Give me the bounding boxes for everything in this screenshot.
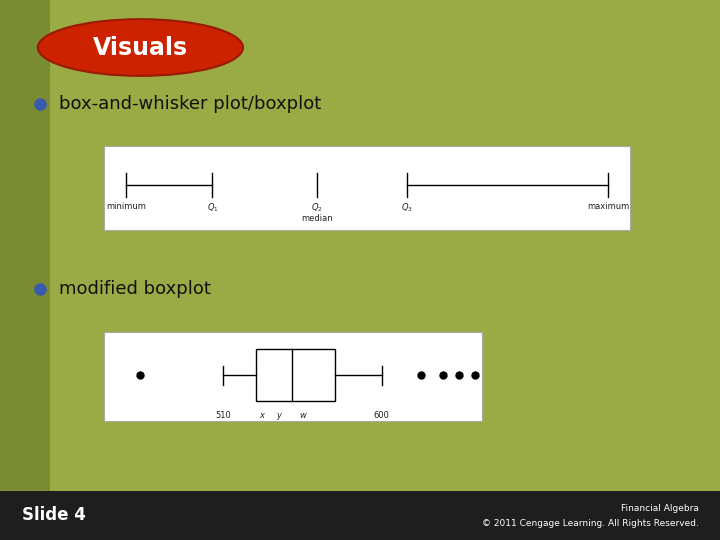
Text: $y$: $y$ bbox=[276, 411, 283, 422]
Text: $w$: $w$ bbox=[299, 411, 307, 420]
Text: Visuals: Visuals bbox=[93, 36, 188, 59]
Text: median: median bbox=[301, 214, 333, 223]
Bar bbox=[256, 349, 335, 401]
Text: $Q_2$: $Q_2$ bbox=[311, 202, 323, 214]
Text: minimum: minimum bbox=[106, 202, 146, 211]
Text: © 2011 Cengage Learning. All Rights Reserved.: © 2011 Cengage Learning. All Rights Rese… bbox=[482, 519, 698, 528]
Text: $Q_3$: $Q_3$ bbox=[401, 202, 413, 214]
Text: Financial Algebra: Financial Algebra bbox=[621, 504, 698, 513]
Text: $x$: $x$ bbox=[259, 411, 266, 420]
Bar bbox=[0, 0, 50, 491]
Text: box-and-whisker plot/boxplot: box-and-whisker plot/boxplot bbox=[59, 94, 321, 113]
Ellipse shape bbox=[38, 19, 243, 76]
Text: 600: 600 bbox=[374, 411, 390, 420]
Text: modified boxplot: modified boxplot bbox=[59, 280, 211, 298]
Bar bbox=[104, 332, 482, 421]
Text: maximum: maximum bbox=[588, 202, 629, 211]
Text: 510: 510 bbox=[215, 411, 231, 420]
Bar bbox=[0, 491, 720, 540]
Text: $Q_1$: $Q_1$ bbox=[207, 202, 218, 214]
Text: Slide 4: Slide 4 bbox=[22, 505, 86, 524]
Bar bbox=[104, 146, 630, 230]
